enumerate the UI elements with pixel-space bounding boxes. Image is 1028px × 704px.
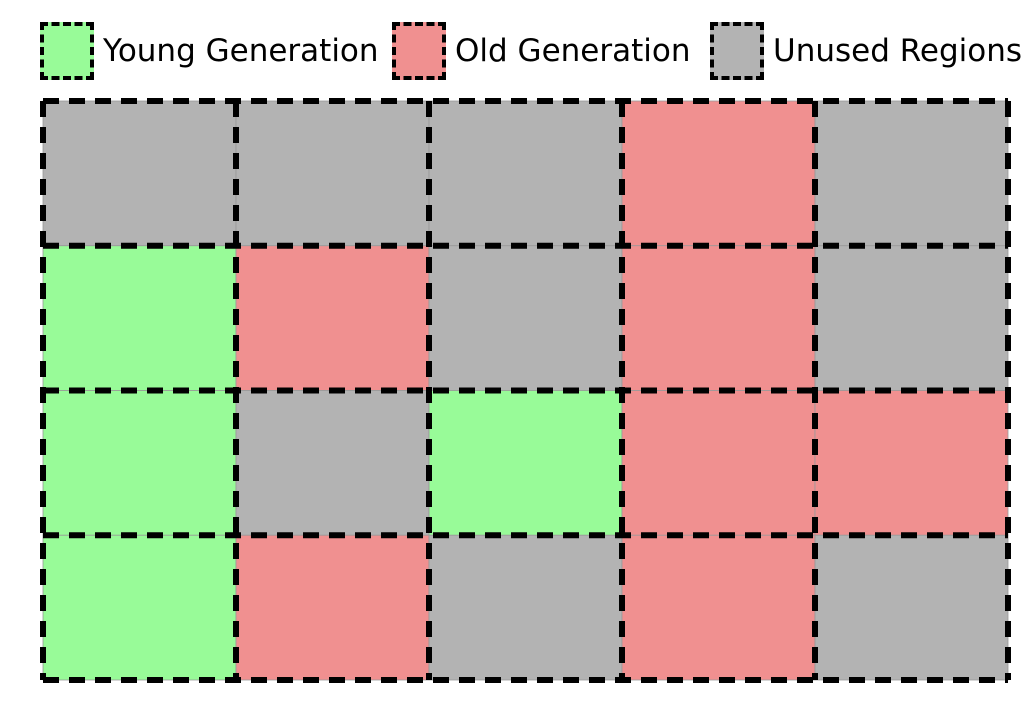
- heap-region-old: [621, 100, 816, 247]
- old-generation-label: Old Generation: [455, 32, 691, 69]
- heap-region-old: [235, 245, 430, 391]
- heap-region-unused: [235, 390, 430, 536]
- heap-region-old: [621, 245, 816, 391]
- heap-region-young: [428, 390, 623, 536]
- heap-region-young: [42, 245, 237, 391]
- heap-region-unused: [814, 534, 1009, 681]
- young-generation-label: Young Generation: [103, 32, 379, 69]
- heap-grid: [40, 98, 1011, 683]
- heap-region-old: [621, 390, 816, 536]
- heap-region-unused: [814, 245, 1009, 391]
- legend-item-old-generation: Old Generation: [392, 22, 690, 80]
- heap-region-unused: [428, 534, 623, 681]
- heap-region-unused: [428, 100, 623, 247]
- heap-region-young: [42, 390, 237, 536]
- old-generation-swatch: [392, 22, 446, 80]
- unused-regions-swatch: [710, 22, 764, 80]
- young-generation-swatch: [40, 22, 94, 80]
- heap-region-unused: [42, 100, 237, 247]
- heap-region-old: [814, 390, 1009, 536]
- unused-regions-label: Unused Regions: [773, 32, 1023, 69]
- legend-item-young-generation: Young Generation: [40, 22, 379, 80]
- legend-item-unused-regions: Unused Regions: [710, 22, 1022, 80]
- heap-region-old: [621, 534, 816, 681]
- heap-region-unused: [814, 100, 1009, 247]
- heap-region-unused: [235, 100, 430, 247]
- heap-region-young: [42, 534, 237, 681]
- heap-region-unused: [428, 245, 623, 391]
- heap-region-old: [235, 534, 430, 681]
